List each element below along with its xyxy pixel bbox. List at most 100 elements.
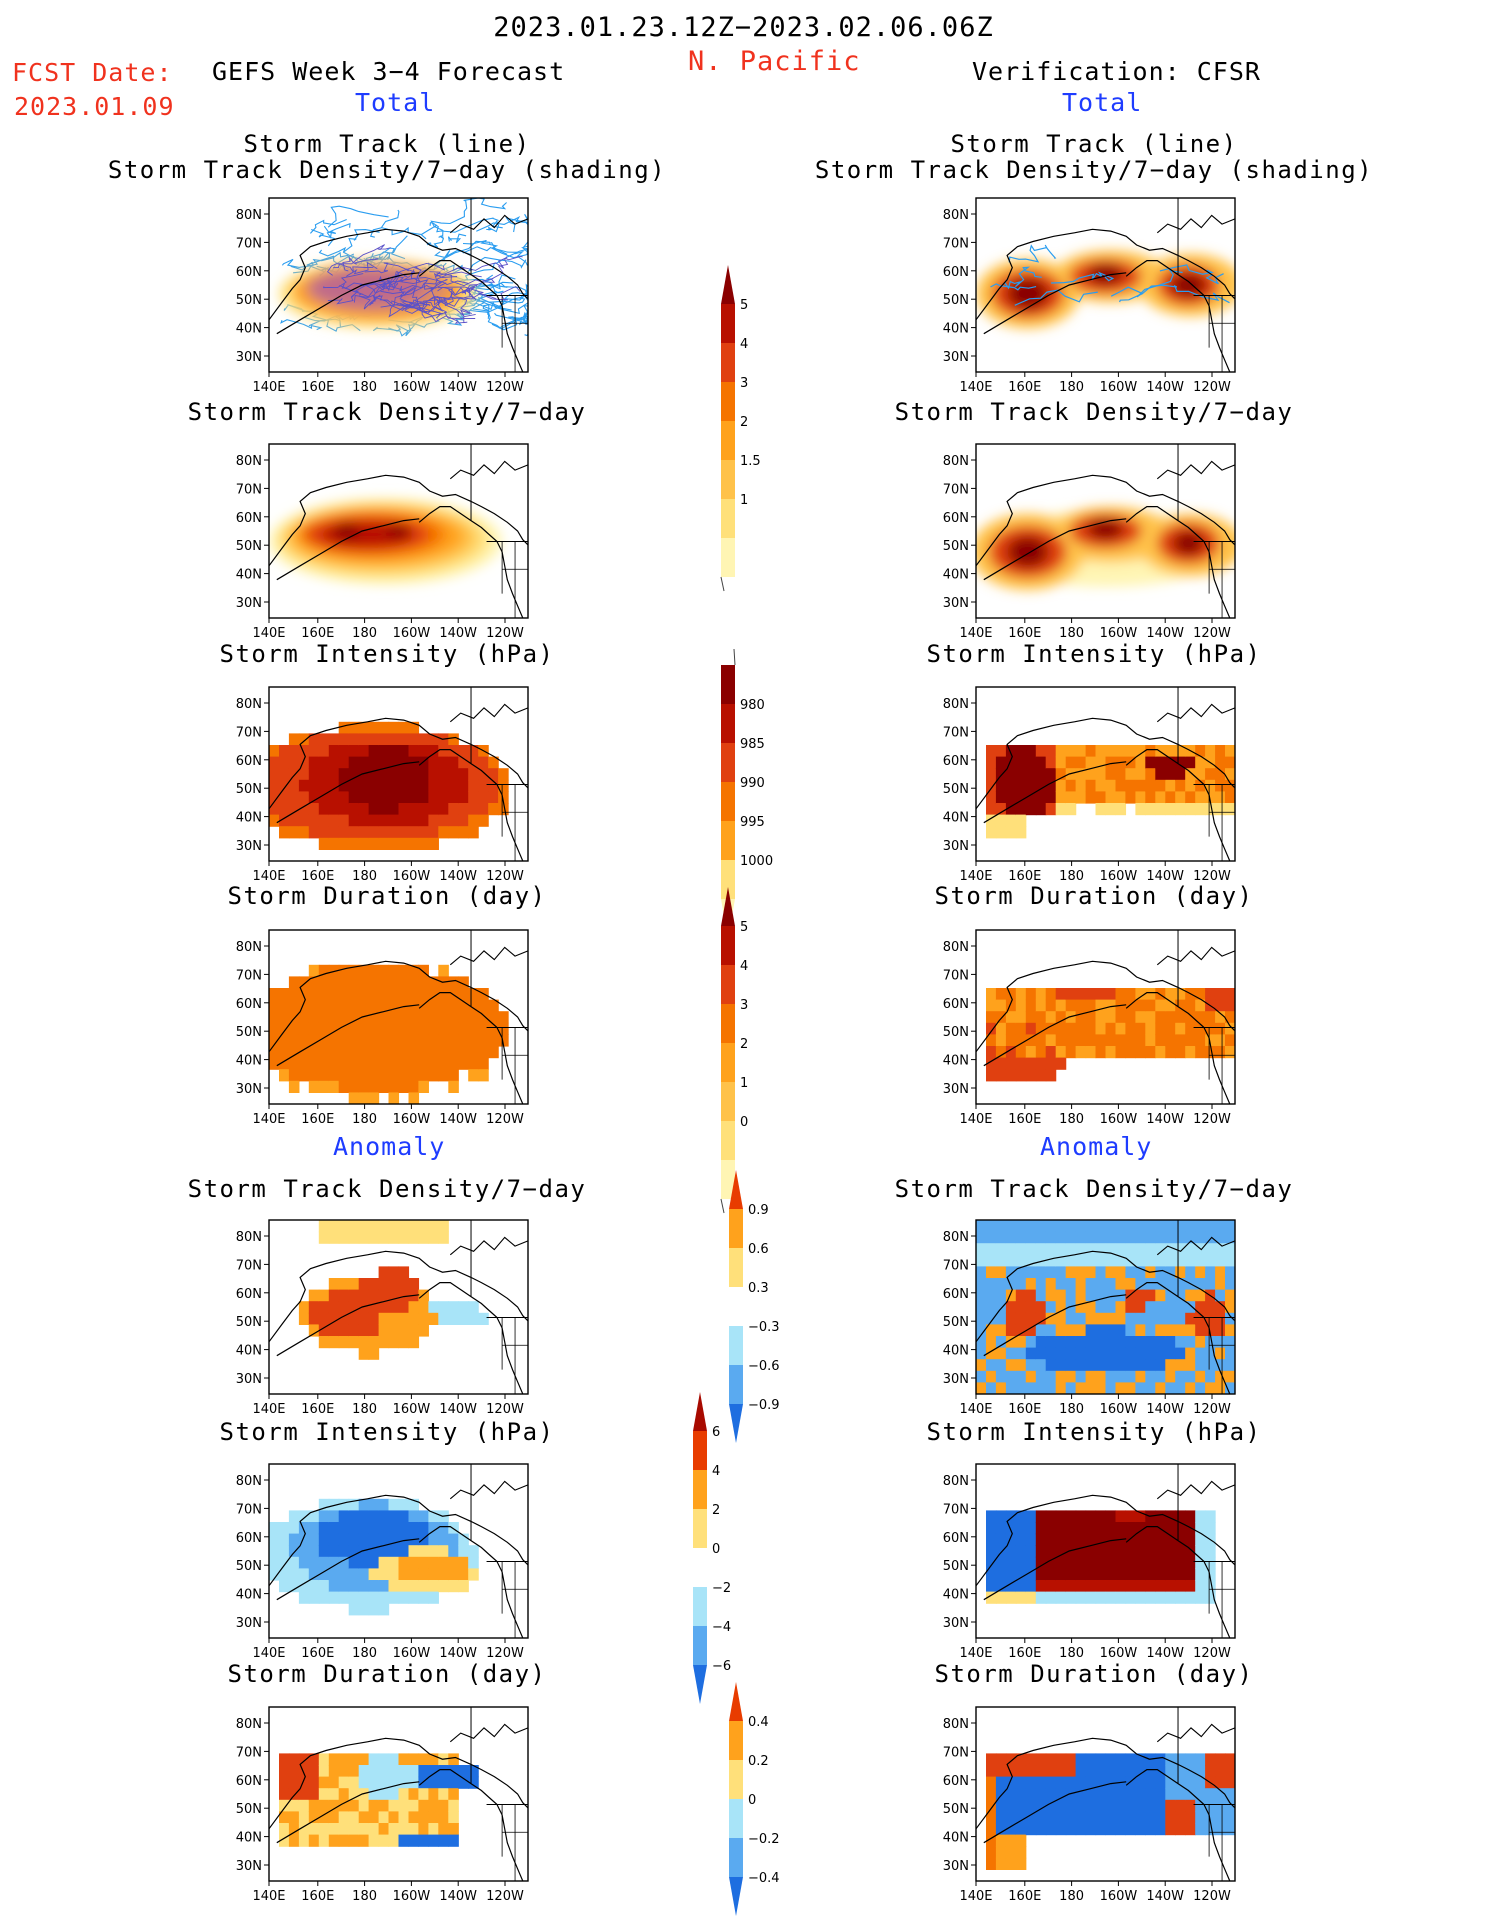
grid-cell bbox=[318, 1301, 330, 1314]
grid-cell bbox=[1125, 1591, 1136, 1604]
cell-field bbox=[298, 1220, 489, 1360]
grid-cell bbox=[368, 791, 380, 804]
grid-cell bbox=[1215, 1011, 1226, 1024]
grid-cell bbox=[288, 733, 300, 746]
grid-cell bbox=[1095, 1370, 1107, 1383]
grid-cell bbox=[338, 1510, 350, 1523]
grid-cell bbox=[418, 1289, 429, 1302]
grid-cell bbox=[448, 1823, 459, 1836]
grid-cell bbox=[398, 768, 410, 781]
grid-cell bbox=[1175, 1046, 1186, 1059]
grid-cell bbox=[269, 988, 280, 1001]
grid-cell bbox=[1145, 1046, 1156, 1059]
grid-cell bbox=[448, 791, 459, 804]
grid-cell bbox=[1215, 1243, 1226, 1256]
colorbar-arrow-top bbox=[693, 1392, 707, 1431]
grid-cell bbox=[986, 1011, 997, 1024]
grid-cell bbox=[458, 791, 469, 804]
x-tick-label: 140W bbox=[1146, 1112, 1184, 1127]
grid-cell bbox=[1165, 1046, 1176, 1059]
grid-cell bbox=[986, 1336, 997, 1349]
grid-cell bbox=[348, 1069, 360, 1082]
grid-cell bbox=[458, 1533, 469, 1546]
grid-cell bbox=[986, 745, 997, 758]
grid-cell bbox=[1115, 1522, 1127, 1535]
grid-cell bbox=[398, 1266, 410, 1279]
x-tick-label: 120W bbox=[486, 869, 524, 884]
density-field bbox=[976, 250, 1235, 329]
grid-cell bbox=[408, 1498, 420, 1511]
x-tick-label: 160E bbox=[301, 626, 334, 641]
x-tick-label: 120W bbox=[1193, 1889, 1231, 1904]
storm-track-line bbox=[476, 214, 528, 232]
grid-cell bbox=[328, 1556, 340, 1569]
map-content bbox=[269, 721, 509, 850]
grid-cell bbox=[1065, 1231, 1077, 1244]
grid-cell bbox=[1015, 1301, 1027, 1314]
map-frame bbox=[975, 1219, 1236, 1395]
x-tick-label: 160E bbox=[1008, 1112, 1041, 1127]
grid-cell bbox=[1075, 1220, 1087, 1233]
grid-cell bbox=[1225, 1753, 1235, 1766]
grid-cell bbox=[1065, 1347, 1077, 1360]
grid-cell bbox=[976, 1231, 987, 1244]
grid-cell bbox=[458, 1011, 469, 1024]
grid-cell bbox=[1005, 1591, 1017, 1604]
grid-cell bbox=[378, 1034, 390, 1047]
grid-cell bbox=[1145, 1556, 1156, 1569]
colorbar-segment bbox=[721, 965, 735, 1004]
grid-cell bbox=[418, 1046, 429, 1059]
storm-track-line bbox=[311, 228, 336, 247]
grid-cell bbox=[408, 826, 420, 839]
x-tick-label: 180 bbox=[1059, 626, 1084, 641]
grid-cell bbox=[448, 1301, 459, 1314]
grid-cell bbox=[1105, 779, 1117, 792]
colorbar-label: 0 bbox=[740, 1115, 748, 1130]
grid-cell bbox=[1095, 1243, 1107, 1256]
grid-cell bbox=[1095, 1312, 1107, 1325]
grid-cell bbox=[1145, 1545, 1156, 1558]
grid-cell bbox=[358, 1347, 370, 1360]
grid-cell bbox=[418, 1556, 429, 1569]
cell-field bbox=[986, 1510, 1216, 1604]
grid-cell bbox=[438, 999, 449, 1012]
grid-cell bbox=[458, 1022, 469, 1035]
x-tick-label: 140E bbox=[959, 626, 992, 641]
storm-track-line bbox=[426, 235, 445, 248]
grid-cell bbox=[338, 733, 350, 746]
grid-cell bbox=[388, 1336, 400, 1349]
grid-cell bbox=[279, 1556, 290, 1569]
grid-cell bbox=[986, 1568, 997, 1581]
aleutian-arc bbox=[983, 1538, 1127, 1601]
x-tick-label: 160W bbox=[393, 869, 431, 884]
grid-cell bbox=[1125, 1312, 1136, 1325]
colorbar-segment bbox=[729, 1365, 743, 1404]
grid-cell bbox=[1175, 1324, 1186, 1337]
grid-cell bbox=[1215, 1347, 1226, 1360]
grid-cell bbox=[418, 988, 429, 1001]
grid-cell bbox=[468, 1776, 479, 1789]
colorbar-segment bbox=[721, 538, 735, 577]
grid-cell bbox=[995, 1857, 1007, 1870]
grid-cell bbox=[1075, 1046, 1087, 1059]
grid-cell bbox=[1105, 756, 1117, 769]
grid-cell bbox=[378, 1811, 390, 1824]
grid-cell bbox=[348, 1324, 360, 1337]
grid-cell bbox=[288, 1580, 300, 1593]
grid-cell bbox=[448, 1312, 459, 1325]
grid-cell bbox=[995, 1846, 1007, 1859]
coastline-asia bbox=[975, 1250, 1236, 1343]
grid-cell bbox=[1095, 1823, 1107, 1836]
grid-cell bbox=[288, 1011, 300, 1024]
y-tick-label: 80N bbox=[943, 1230, 969, 1245]
grid-cell bbox=[1075, 1765, 1087, 1778]
grid-cell bbox=[358, 1312, 370, 1325]
grid-cell bbox=[458, 756, 469, 769]
grid-cell bbox=[378, 1498, 390, 1511]
grid-cell bbox=[1145, 1568, 1156, 1581]
grid-cell bbox=[1095, 1220, 1107, 1233]
grid-cell bbox=[408, 1765, 420, 1778]
grid-cell bbox=[448, 1556, 459, 1569]
grid-cell bbox=[348, 791, 360, 804]
grid-cell bbox=[1195, 1556, 1206, 1569]
